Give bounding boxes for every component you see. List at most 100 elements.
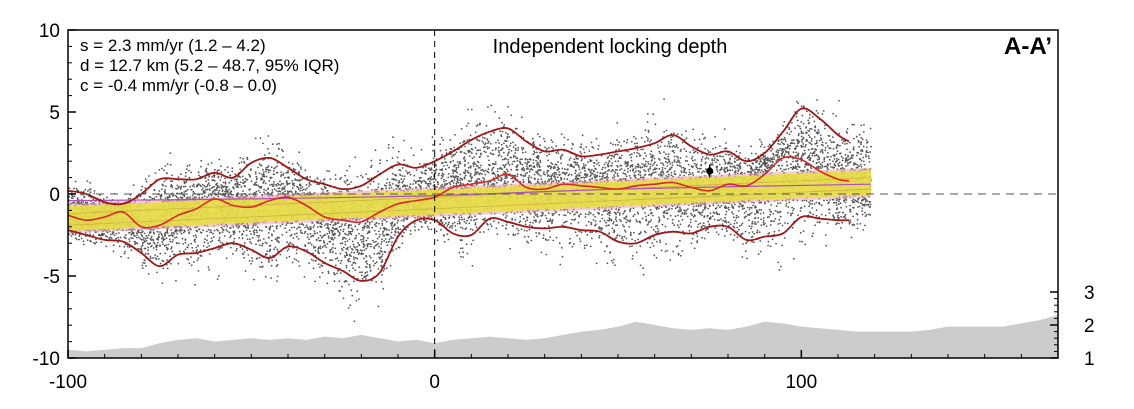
data-point [353, 280, 355, 283]
data-point [189, 185, 192, 188]
data-point [379, 162, 381, 165]
data-point [251, 257, 254, 259]
data-point [697, 205, 700, 208]
data-point [815, 209, 818, 212]
data-point [269, 225, 272, 228]
data-point [731, 204, 733, 207]
data-point [477, 165, 479, 167]
data-point [849, 208, 852, 211]
data-point [736, 164, 738, 167]
data-point [336, 227, 338, 230]
plot-area [68, 30, 1058, 358]
data-point [573, 166, 575, 168]
data-point [585, 244, 588, 247]
data-point [560, 179, 562, 181]
data-point [161, 167, 163, 170]
data-point [808, 205, 810, 208]
data-point [457, 164, 460, 167]
data-point [354, 256, 357, 259]
data-point [390, 244, 393, 247]
data-point [159, 231, 161, 234]
data-point [312, 267, 315, 270]
data-point [725, 142, 727, 144]
data-point [445, 149, 448, 151]
data-point [172, 239, 175, 241]
data-point [243, 251, 246, 253]
data-point [361, 226, 364, 229]
data-point [514, 149, 517, 152]
data-point [366, 271, 369, 273]
data-point [459, 239, 462, 241]
data-point [740, 224, 743, 226]
data-point [327, 237, 330, 239]
data-point [863, 163, 866, 166]
data-point [269, 184, 271, 186]
data-point [707, 157, 710, 160]
data-point [163, 169, 165, 172]
data-point [775, 150, 778, 153]
data-point [370, 245, 372, 248]
data-point [221, 231, 224, 234]
data-point [799, 231, 802, 234]
data-point [623, 225, 625, 228]
data-point [351, 264, 353, 267]
data-point [868, 157, 870, 160]
data-point [440, 136, 443, 139]
data-point [595, 223, 597, 226]
data-point [509, 247, 511, 250]
data-point [808, 156, 811, 159]
data-point [791, 206, 793, 209]
data-point [401, 175, 404, 177]
data-point [397, 228, 400, 231]
data-point [628, 226, 631, 228]
data-point [213, 189, 216, 192]
data-point [284, 227, 286, 230]
data-point [173, 253, 176, 256]
data-point [320, 264, 323, 267]
data-point [248, 193, 251, 196]
data-point [89, 181, 92, 184]
data-point [535, 163, 538, 166]
data-point [731, 155, 733, 158]
data-point [786, 151, 789, 153]
data-point [94, 238, 97, 241]
data-point [597, 144, 600, 147]
data-point [750, 145, 752, 148]
data-point [745, 210, 747, 213]
data-point [647, 163, 650, 165]
data-point [386, 244, 389, 247]
data-point [253, 278, 255, 281]
data-point [674, 146, 676, 149]
data-point [505, 224, 508, 226]
data-point [324, 234, 326, 236]
data-point [339, 272, 342, 274]
data-point [845, 205, 848, 208]
data-point [461, 218, 463, 221]
data-point [713, 159, 716, 162]
data-point [751, 222, 754, 225]
data-point [618, 234, 621, 237]
data-point [700, 160, 703, 163]
data-point [285, 231, 288, 234]
data-point [817, 155, 819, 157]
data-point [261, 244, 264, 247]
data-point [270, 239, 273, 242]
data-point [555, 211, 557, 214]
data-point [323, 224, 326, 227]
data-point [552, 167, 555, 170]
data-point [826, 152, 829, 154]
data-point [576, 163, 579, 166]
data-point [783, 168, 785, 171]
data-point [486, 222, 488, 225]
data-point [329, 249, 332, 252]
data-point [633, 231, 635, 234]
data-point [665, 175, 668, 177]
data-point [282, 174, 284, 177]
data-point [393, 218, 396, 221]
data-point [825, 165, 828, 168]
data-point [296, 228, 298, 230]
data-point [328, 232, 331, 235]
data-point [683, 211, 686, 214]
data-point [296, 179, 298, 182]
data-point [412, 154, 415, 157]
